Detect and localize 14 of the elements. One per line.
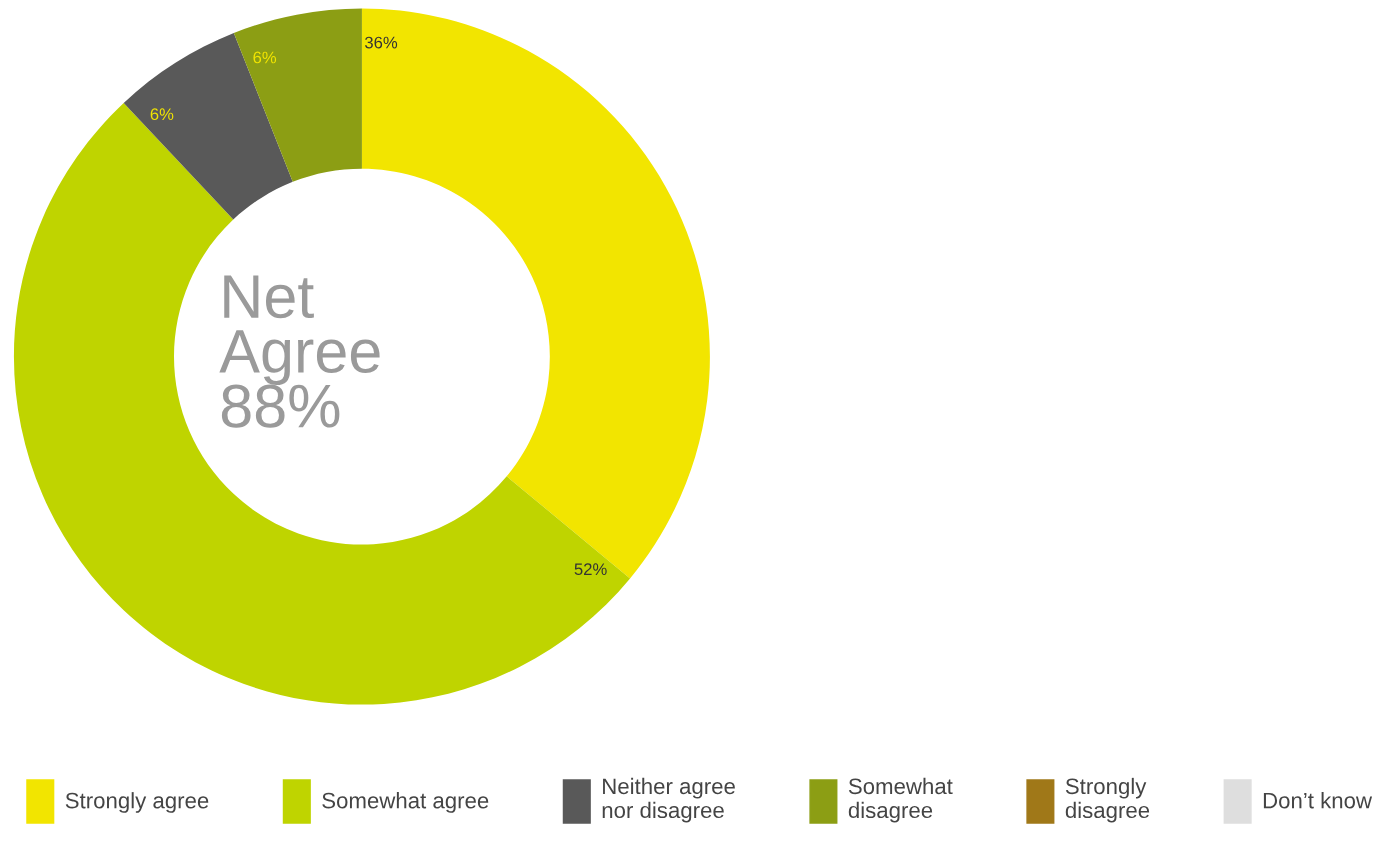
legend-label: Somewhat disagree [848, 777, 953, 823]
data-label: 6% [253, 51, 277, 64]
donut-slice [13, 102, 631, 705]
legend-label: Somewhat agree [322, 792, 489, 813]
donut-slice [233, 8, 362, 182]
data-label: 52% [574, 563, 607, 576]
legend-label: Strongly agree [65, 792, 209, 813]
legend-label: Neither agree nor disagree [602, 777, 735, 823]
data-label: 6% [150, 108, 174, 121]
text: Net Agree 88% [219, 275, 380, 428]
legend-label: Strongly disagree [1065, 777, 1150, 823]
donut-slice [123, 33, 293, 220]
data-label: 36% [365, 36, 398, 49]
legend-label: Don’t know [1263, 792, 1373, 809]
